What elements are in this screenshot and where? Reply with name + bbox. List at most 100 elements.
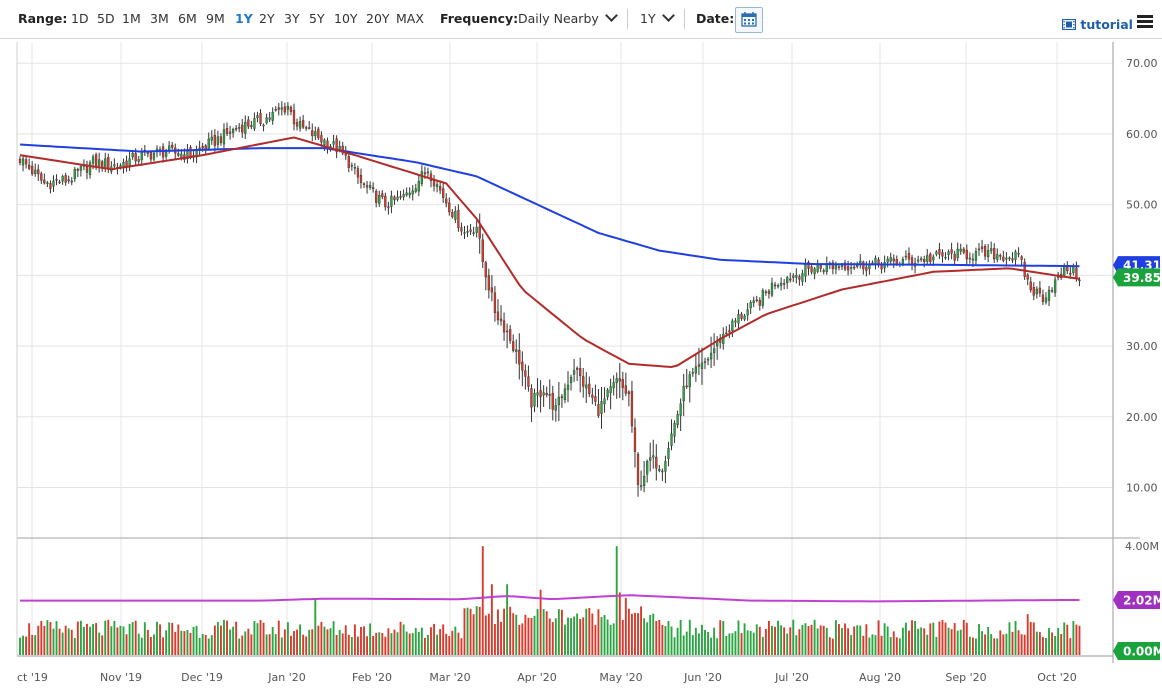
candle-body	[198, 147, 201, 150]
volume-bar	[159, 624, 161, 655]
volume-bar	[329, 628, 332, 655]
candle-body	[779, 282, 783, 286]
range-20y[interactable]: 20Y	[366, 11, 390, 26]
volume-bar	[277, 620, 280, 655]
volume-bar	[938, 621, 941, 655]
candle-body	[1078, 279, 1081, 282]
candle-body	[822, 270, 825, 272]
candle-body	[46, 182, 49, 184]
volume-bar	[533, 615, 536, 655]
range-1d[interactable]: 1D	[71, 11, 89, 26]
candle-body	[1002, 256, 1005, 261]
volume-bar	[895, 637, 898, 655]
candle-body	[1047, 289, 1051, 301]
candle	[1053, 276, 1057, 297]
volume-bar	[317, 625, 320, 655]
volume-bar	[430, 627, 432, 655]
candle-body	[639, 485, 643, 487]
frequency-value: Daily Nearby	[518, 11, 599, 26]
candle	[107, 153, 110, 174]
candle	[728, 324, 731, 338]
range-10y[interactable]: 10Y	[334, 11, 358, 26]
volume-bar	[807, 626, 810, 655]
price-tick-label: 50.00	[1126, 199, 1158, 212]
volume-bar	[423, 637, 426, 655]
volume-bar	[82, 626, 85, 655]
candle	[250, 120, 253, 130]
candle	[566, 371, 570, 403]
hamburger-menu-icon[interactable]	[1137, 15, 1153, 28]
candle-body	[916, 259, 920, 262]
candle-body	[627, 391, 631, 395]
volume-bar	[113, 620, 116, 655]
volume-bar	[752, 632, 755, 655]
candle	[667, 441, 670, 467]
range-1m[interactable]: 1M	[122, 11, 141, 26]
volume-bar	[987, 627, 990, 655]
candle	[621, 371, 624, 401]
frequency-select[interactable]: Daily Nearby	[518, 9, 618, 26]
candle-body	[405, 192, 408, 196]
candle	[798, 274, 801, 286]
volume-bar	[247, 628, 250, 655]
volume-bar	[594, 625, 597, 655]
candle	[289, 105, 293, 116]
volume-bar	[542, 609, 545, 655]
volume-bar	[174, 631, 177, 655]
candle	[359, 168, 363, 189]
range-3m[interactable]: 3M	[150, 11, 169, 26]
candle-body	[61, 176, 64, 182]
candle	[737, 309, 740, 330]
candle	[110, 161, 113, 175]
volume-bar	[414, 628, 417, 655]
range-9m[interactable]: 9M	[206, 11, 225, 26]
range-max[interactable]: MAX	[396, 11, 424, 26]
date-picker-button[interactable]	[735, 7, 763, 33]
candle-body	[408, 192, 411, 196]
candle	[560, 393, 564, 408]
volume-bar	[911, 620, 913, 655]
range-5y[interactable]: 5Y	[309, 11, 325, 26]
range-5d[interactable]: 5D	[97, 11, 115, 26]
volume-bar	[262, 622, 265, 655]
candle	[795, 268, 798, 284]
volume-bar	[539, 589, 542, 655]
volume-bar	[984, 634, 987, 655]
range-2y[interactable]: 2Y	[259, 11, 275, 26]
candle-body	[892, 258, 895, 262]
candle	[776, 283, 780, 289]
volume-bar	[920, 627, 923, 655]
candle-body	[463, 232, 466, 234]
volume-bar	[1005, 633, 1008, 655]
candle	[216, 130, 220, 150]
candle	[499, 305, 503, 326]
candle-body	[807, 262, 810, 269]
range-3y[interactable]: 3Y	[284, 11, 300, 26]
candle	[24, 156, 28, 169]
range-1y[interactable]: 1Y	[235, 11, 253, 26]
candle-body	[332, 141, 335, 145]
period-select[interactable]: 1Y	[640, 9, 675, 26]
volume-bar	[1063, 622, 1066, 655]
candle	[642, 461, 646, 493]
range-6m[interactable]: 6M	[178, 11, 197, 26]
volume-bar	[320, 621, 323, 655]
volume-bar	[1014, 621, 1017, 655]
candle-body	[697, 364, 701, 367]
volume-bar	[646, 622, 649, 655]
volume-bar	[98, 632, 101, 655]
volume-bar	[290, 635, 292, 655]
candle	[597, 389, 600, 418]
candle-body	[813, 268, 816, 275]
volume-bar	[652, 613, 655, 655]
candle-body	[305, 127, 308, 129]
candle-body	[579, 368, 582, 377]
candle	[356, 165, 360, 184]
candle	[1011, 252, 1014, 264]
candle	[752, 296, 755, 308]
tutorial-link[interactable]: tutorial	[1061, 17, 1133, 32]
volume-bar	[1048, 628, 1050, 655]
volume-tick-label: 4.00M	[1125, 540, 1159, 553]
